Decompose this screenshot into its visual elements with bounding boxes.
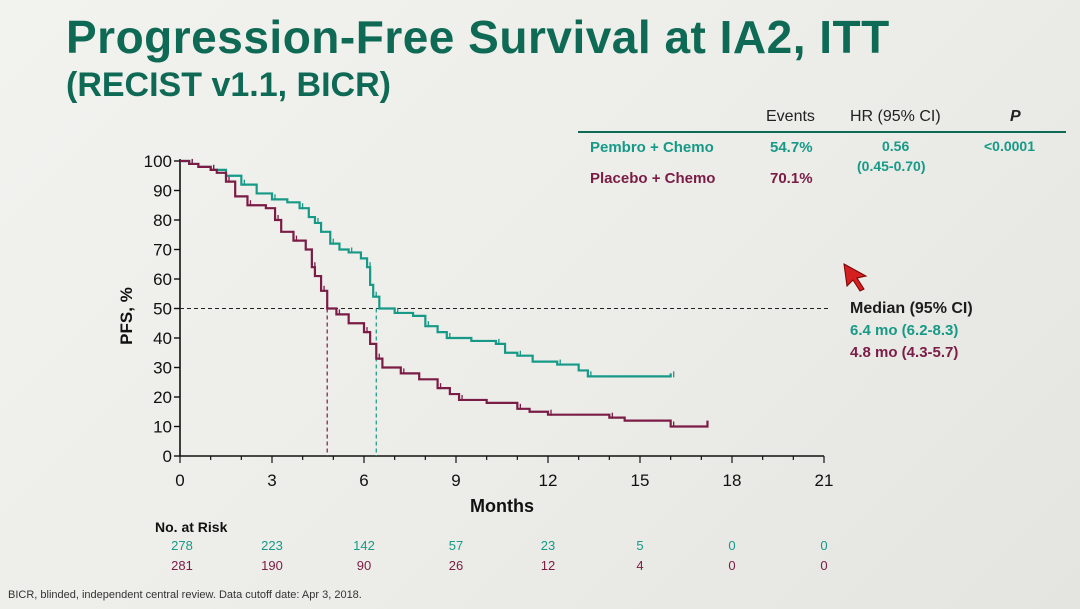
x-tick-label: 6 [359,471,368,490]
x-tick-label: 0 [175,471,184,490]
x-tick-label: 12 [539,471,558,490]
y-tick-label: 30 [153,359,172,378]
row-placebo-events: 70.1% [770,170,813,187]
risk-pembro-value: 142 [353,538,375,553]
x-tick-label: 3 [267,471,276,490]
km-curve-pembro [180,159,672,378]
risk-placebo-value: 90 [356,558,372,573]
p-value: <0.0001 [984,138,1035,154]
risk-pembro-value: 5 [636,538,644,553]
row-pembro-label: Pembro + Chemo [590,139,714,156]
reference-lines [180,308,830,456]
median-placebo: 4.8 mo (4.3-5.7) [850,344,959,361]
y-tick-label: 60 [153,270,172,289]
risk-placebo-value: 0 [728,558,736,573]
risk-pembro-value: 23 [540,538,556,553]
axes: 0 10 20 30 40 50 60 70 80 90 100 0 3 6 9 12 15 18 21 [144,152,834,490]
risk-pembro-value: 0 [820,538,828,553]
hr-value: 0.56 [882,138,910,154]
row-placebo-label: Placebo + Chemo [590,170,716,187]
risk-pembro-value: 223 [261,538,283,553]
y-tick-label: 40 [153,329,172,348]
risk-placebo-value: 12 [540,558,556,573]
mouse-pointer-icon [843,263,868,292]
risk-placebo-value: 0 [820,558,828,573]
chart-title: Progression-Free Survival at IA2, ITT [66,11,890,63]
risk-placebo-value: 281 [171,558,193,573]
risk-pembro-value: 57 [448,538,464,553]
y-tick-label: 50 [153,300,172,319]
chart-subtitle: (RECIST v1.1, BICR) [66,66,391,104]
y-tick-label: 100 [144,152,172,171]
risk-title: No. at Risk [155,519,228,535]
x-tick-label: 9 [451,471,460,490]
events-header: Events [766,108,815,125]
risk-pembro-value: 278 [171,538,193,553]
curves [180,158,709,428]
risk-pembro-value: 0 [728,538,736,553]
x-tick-label: 15 [631,471,650,490]
x-tick-label: 21 [815,471,834,490]
footnote: BICR, blinded, independent central revie… [8,589,362,601]
median-pembro: 6.4 mo (6.2-8.3) [850,322,959,339]
median-label: Median (95% CI) [850,300,973,317]
row-pembro-events: 54.7% [770,139,813,156]
km-curve-placebo [180,159,709,428]
y-tick-label: 70 [153,241,172,260]
hr-header: HR (95% CI) [850,108,941,125]
risk-placebo-value: 4 [636,558,644,573]
y-tick-label: 80 [153,211,172,230]
x-axis-label: Months [470,496,534,516]
y-tick-label: 20 [153,388,172,407]
risk-placebo-value: 190 [261,558,283,573]
x-tick-label: 18 [723,471,742,490]
p-header: P [1010,108,1021,125]
y-tick-label: 90 [153,182,172,201]
table-rule [578,131,1066,133]
risk-placebo-value: 26 [448,558,464,573]
hr-ci: (0.45-0.70) [857,158,926,174]
y-tick-label: 10 [153,418,172,437]
y-tick-label: 0 [163,447,172,466]
